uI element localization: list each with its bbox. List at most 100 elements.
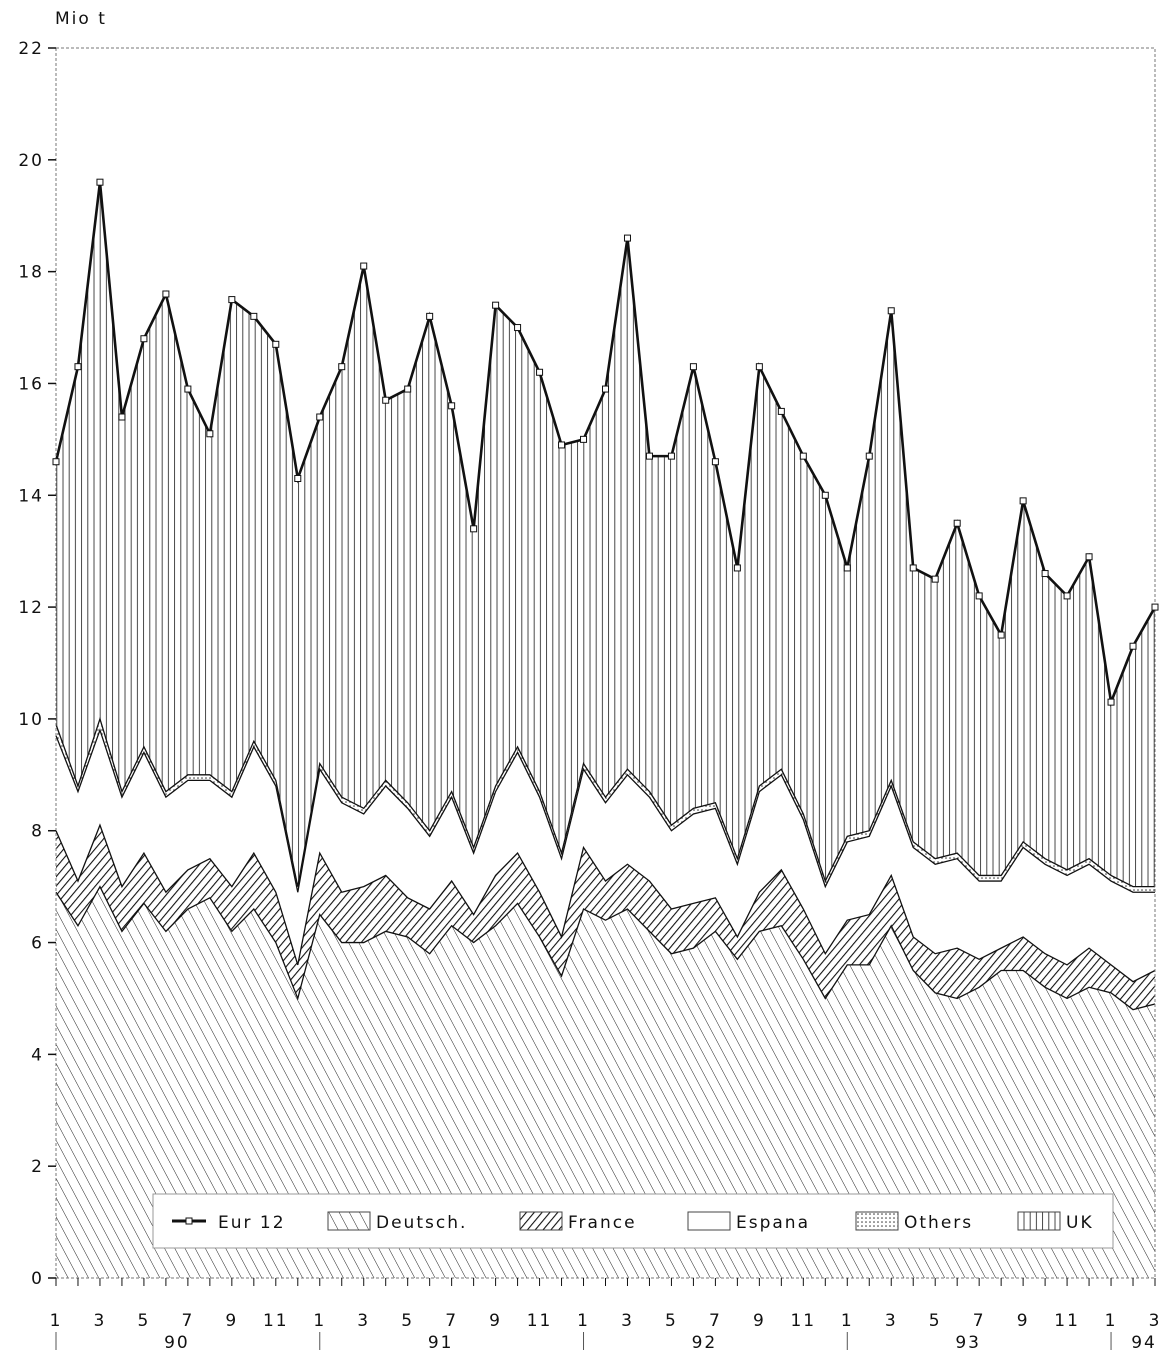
x-tick-label: 1 bbox=[1105, 1311, 1118, 1331]
x-tick-label: 1 bbox=[50, 1311, 63, 1331]
eur12-point bbox=[470, 525, 478, 533]
eur12-point bbox=[118, 413, 126, 421]
eur12-point bbox=[52, 458, 60, 466]
legend-label-uk: UK bbox=[1066, 1213, 1094, 1233]
eur12-point bbox=[1107, 698, 1115, 706]
line-others bbox=[55, 716, 1155, 888]
eur12-point bbox=[799, 452, 807, 460]
x-tick-label: 9 bbox=[753, 1311, 766, 1331]
eur12-point bbox=[382, 396, 390, 404]
y-tick-label: 14 bbox=[18, 486, 44, 506]
eur12-point bbox=[426, 312, 434, 320]
y-tick-label: 16 bbox=[18, 374, 44, 394]
area-france bbox=[56, 825, 1155, 1010]
eur12-point bbox=[1019, 497, 1027, 505]
eur12-point bbox=[558, 441, 566, 449]
eur12-point bbox=[338, 363, 346, 371]
eur12-point bbox=[536, 368, 544, 376]
x-tick-label: 11 bbox=[790, 1311, 816, 1331]
eur12-point bbox=[887, 307, 895, 315]
eur12-point bbox=[909, 564, 917, 572]
eur12-point bbox=[1041, 570, 1049, 578]
eur12-point bbox=[74, 363, 82, 371]
eur12-point bbox=[360, 262, 368, 270]
line-espana bbox=[55, 728, 1155, 893]
legend-label-eur-12: Eur 12 bbox=[218, 1213, 286, 1233]
eur12-point bbox=[1085, 553, 1093, 561]
year-label: 94 bbox=[1131, 1333, 1157, 1353]
eur12-point bbox=[492, 301, 500, 309]
eur12-point bbox=[997, 631, 1005, 639]
legend-swatch-deutsch bbox=[327, 1211, 371, 1231]
eur12-point bbox=[140, 335, 148, 343]
x-tick-label: 5 bbox=[665, 1311, 678, 1331]
boundary-lines bbox=[54, 182, 1157, 1011]
x-tick-label: 1 bbox=[577, 1311, 590, 1331]
eur12-point bbox=[865, 452, 873, 460]
y-tick-label: 12 bbox=[18, 598, 44, 618]
eur12-point bbox=[294, 475, 302, 482]
legend-swatch-espana bbox=[687, 1211, 731, 1231]
y-tick-label: 8 bbox=[31, 822, 44, 842]
x-tick-label: 5 bbox=[929, 1311, 942, 1331]
x-tick-label: 7 bbox=[709, 1311, 722, 1331]
x-tick-label: 3 bbox=[94, 1311, 107, 1331]
eur12-point bbox=[623, 234, 631, 242]
x-tick-label: 11 bbox=[263, 1311, 289, 1331]
area-deutsch bbox=[56, 886, 1155, 1278]
eur12-point bbox=[96, 178, 104, 186]
x-tick-label: 7 bbox=[973, 1311, 986, 1331]
legend-label-others: Others bbox=[904, 1213, 973, 1233]
eur12-point bbox=[206, 430, 214, 438]
legend-swatch-uk bbox=[1017, 1211, 1061, 1231]
eur12-point bbox=[777, 407, 785, 415]
y-tick-label: 22 bbox=[18, 39, 44, 59]
eur12-point bbox=[404, 385, 412, 393]
eur12-point bbox=[1151, 603, 1159, 611]
y-axis-label: Mio t bbox=[55, 9, 107, 29]
y-tick-label: 18 bbox=[18, 263, 44, 283]
year-label: 93 bbox=[955, 1333, 981, 1353]
eur12-point bbox=[733, 564, 741, 572]
y-tick-label: 10 bbox=[18, 710, 44, 730]
eur12-markers bbox=[52, 178, 1159, 706]
legend: Eur 12 Deutsch. France Espana Others UK bbox=[152, 1193, 1114, 1249]
x-tick-label: 11 bbox=[527, 1311, 553, 1331]
year-label: 90 bbox=[164, 1333, 190, 1353]
eur12-point bbox=[821, 491, 829, 499]
x-tick-label: 1 bbox=[841, 1311, 854, 1331]
x-tick-label: 7 bbox=[181, 1311, 194, 1331]
eur12-point bbox=[448, 402, 456, 410]
eur12-point bbox=[162, 290, 170, 298]
year-label: 92 bbox=[692, 1333, 718, 1353]
x-tick-label: 9 bbox=[225, 1311, 238, 1331]
eur12-point bbox=[602, 385, 609, 393]
x-tick-label: 7 bbox=[445, 1311, 458, 1331]
area-uk bbox=[56, 182, 1155, 887]
legend-label-france: France bbox=[568, 1213, 637, 1233]
legend-label-espana: Espana bbox=[736, 1213, 810, 1233]
eur12-point bbox=[272, 340, 280, 348]
x-tick-label: 3 bbox=[885, 1311, 898, 1331]
area-espana bbox=[56, 730, 1155, 982]
eur12-point bbox=[689, 363, 697, 371]
y-tick-label: 0 bbox=[31, 1269, 44, 1289]
legend-swatch-france bbox=[519, 1211, 563, 1231]
y-tick-label: 4 bbox=[31, 1045, 44, 1065]
area-layers bbox=[56, 182, 1155, 1278]
x-tick-label: 9 bbox=[1017, 1311, 1030, 1331]
eur12-point bbox=[1129, 642, 1137, 650]
x-tick-label: 11 bbox=[1054, 1311, 1080, 1331]
legend-label-deutsch: Deutsch. bbox=[376, 1213, 467, 1233]
eur12-point bbox=[228, 296, 236, 304]
eur12-point bbox=[1063, 592, 1071, 600]
eur12-point bbox=[711, 458, 719, 466]
x-tick-label: 3 bbox=[357, 1311, 370, 1331]
eur12-point bbox=[931, 575, 939, 583]
eur12-point bbox=[975, 592, 983, 600]
y-tick-label: 6 bbox=[31, 934, 44, 954]
x-tick-label: 9 bbox=[489, 1311, 502, 1331]
legend-marker-eur-12 bbox=[185, 1217, 193, 1225]
